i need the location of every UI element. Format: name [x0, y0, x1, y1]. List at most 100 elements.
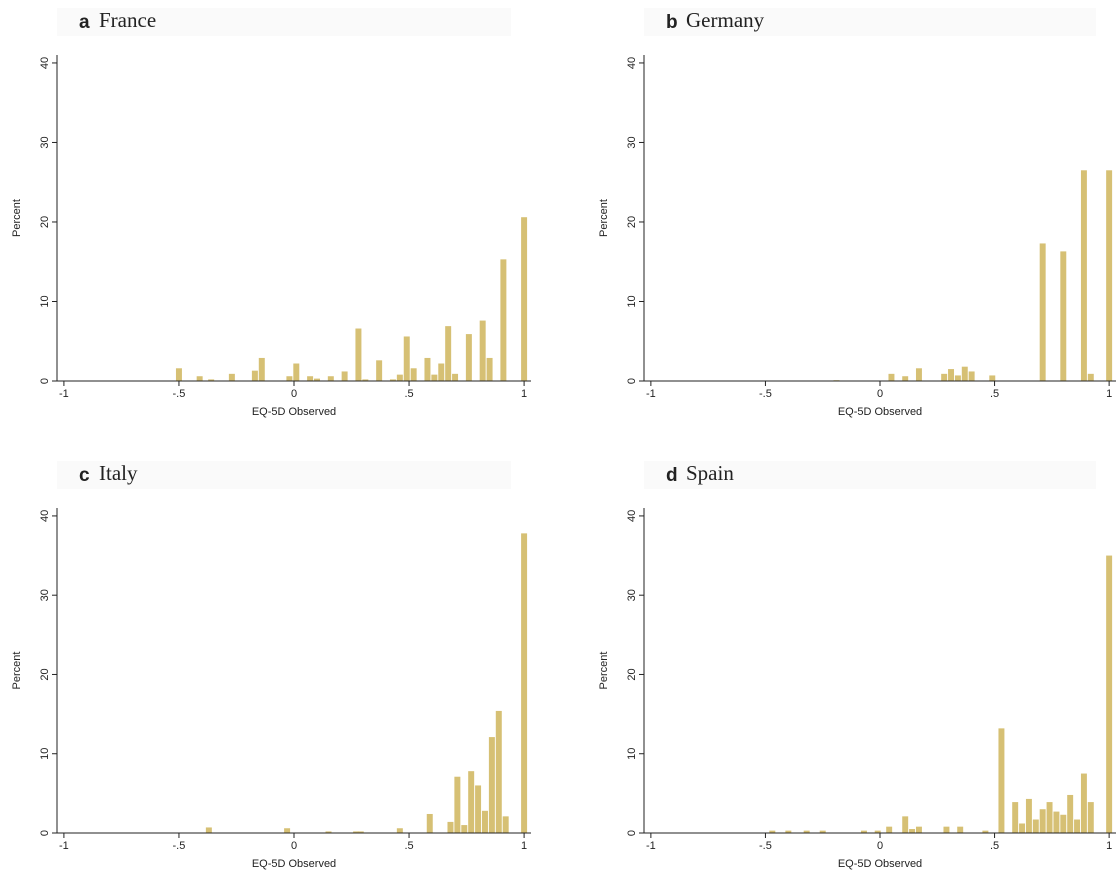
x-tick-label: 0 [291, 388, 297, 400]
title-band [57, 461, 511, 489]
bar [1060, 814, 1067, 833]
x-tick-label: 1 [1106, 388, 1112, 400]
bar [1080, 170, 1087, 381]
bar [327, 376, 334, 381]
x-tick-label: -1 [59, 840, 69, 852]
bar [475, 785, 482, 833]
title-band [57, 8, 511, 36]
panel-title: Italy [99, 461, 138, 485]
y-tick-label: 30 [39, 589, 51, 601]
y-tick-label: 40 [626, 510, 638, 522]
bar [1087, 802, 1094, 833]
bar [1067, 794, 1074, 833]
bar [1074, 819, 1081, 833]
y-tick-label: 0 [39, 830, 51, 836]
bar [284, 828, 291, 833]
bar [943, 826, 950, 833]
bar [1039, 243, 1046, 381]
y-tick-label: 40 [626, 57, 638, 69]
bar [860, 830, 867, 833]
bar [357, 831, 364, 833]
bar [1053, 811, 1060, 833]
x-tick-label: -.5 [759, 840, 772, 852]
panel-letter: a [79, 12, 90, 33]
title-band [644, 461, 1096, 489]
x-tick-label: 1 [521, 840, 527, 852]
bar [293, 363, 300, 381]
bar [355, 328, 362, 381]
x-tick-label: 0 [291, 840, 297, 852]
bar [461, 825, 468, 833]
bar [228, 373, 235, 381]
y-tick-label: 20 [39, 668, 51, 680]
y-tick-label: 30 [39, 136, 51, 148]
x-tick-label: 1 [521, 388, 527, 400]
bar [454, 776, 461, 833]
y-tick-label: 30 [626, 136, 638, 148]
bar [353, 831, 360, 833]
bar [424, 357, 431, 381]
panel-letter: d [666, 465, 678, 486]
y-tick-label: 20 [626, 668, 638, 680]
bar [251, 370, 258, 381]
bar [1080, 773, 1087, 833]
bar [431, 374, 438, 381]
bar [307, 376, 314, 381]
y-axis-label: Percent [598, 652, 610, 690]
title-band [644, 8, 1096, 36]
bar [968, 371, 975, 381]
bar [1039, 809, 1046, 833]
y-tick-label: 10 [39, 748, 51, 760]
bar [500, 259, 507, 381]
bar [1032, 819, 1039, 833]
bar [1060, 251, 1067, 381]
bar [954, 375, 961, 381]
bar [785, 830, 792, 833]
y-tick-label: 0 [626, 830, 638, 836]
x-axis-label: EQ-5D Observed [252, 858, 336, 870]
bar [1106, 555, 1113, 833]
y-tick-label: 40 [39, 57, 51, 69]
bar [1025, 798, 1032, 833]
panel-title: France [99, 8, 156, 32]
bar [438, 363, 445, 381]
x-tick-label: .5 [404, 388, 413, 400]
x-tick-label: -.5 [173, 840, 186, 852]
x-tick-label: .5 [404, 840, 413, 852]
bar [488, 737, 495, 833]
bar [396, 374, 403, 381]
bar [989, 375, 996, 381]
y-axis-label: Percent [11, 652, 23, 690]
bar [803, 830, 810, 833]
x-tick-label: 1 [1106, 840, 1112, 852]
x-tick-label: -.5 [173, 388, 186, 400]
x-axis-label: EQ-5D Observed [838, 858, 922, 870]
bar [468, 771, 475, 833]
x-axis-label: EQ-5D Observed [252, 406, 336, 418]
bar [481, 810, 488, 833]
bar [502, 816, 509, 833]
bar [452, 373, 459, 381]
bar [175, 368, 182, 381]
panel-letter: c [79, 465, 90, 486]
bar [314, 378, 321, 381]
bar [1019, 823, 1026, 833]
panel-title: Germany [686, 8, 765, 32]
bar [486, 357, 493, 381]
bar [888, 373, 895, 381]
bar [1046, 802, 1053, 833]
bar [389, 379, 396, 381]
bar [376, 360, 383, 381]
bar [1012, 802, 1019, 833]
y-tick-label: 20 [39, 216, 51, 228]
bar [521, 217, 528, 381]
x-tick-label: .5 [990, 840, 999, 852]
x-tick-label: -1 [59, 388, 69, 400]
y-tick-label: 40 [39, 510, 51, 522]
x-tick-label: -1 [646, 388, 656, 400]
bar [403, 336, 410, 381]
bar [196, 376, 203, 381]
x-tick-label: 0 [877, 388, 883, 400]
bar [819, 830, 826, 833]
bar [445, 326, 452, 381]
